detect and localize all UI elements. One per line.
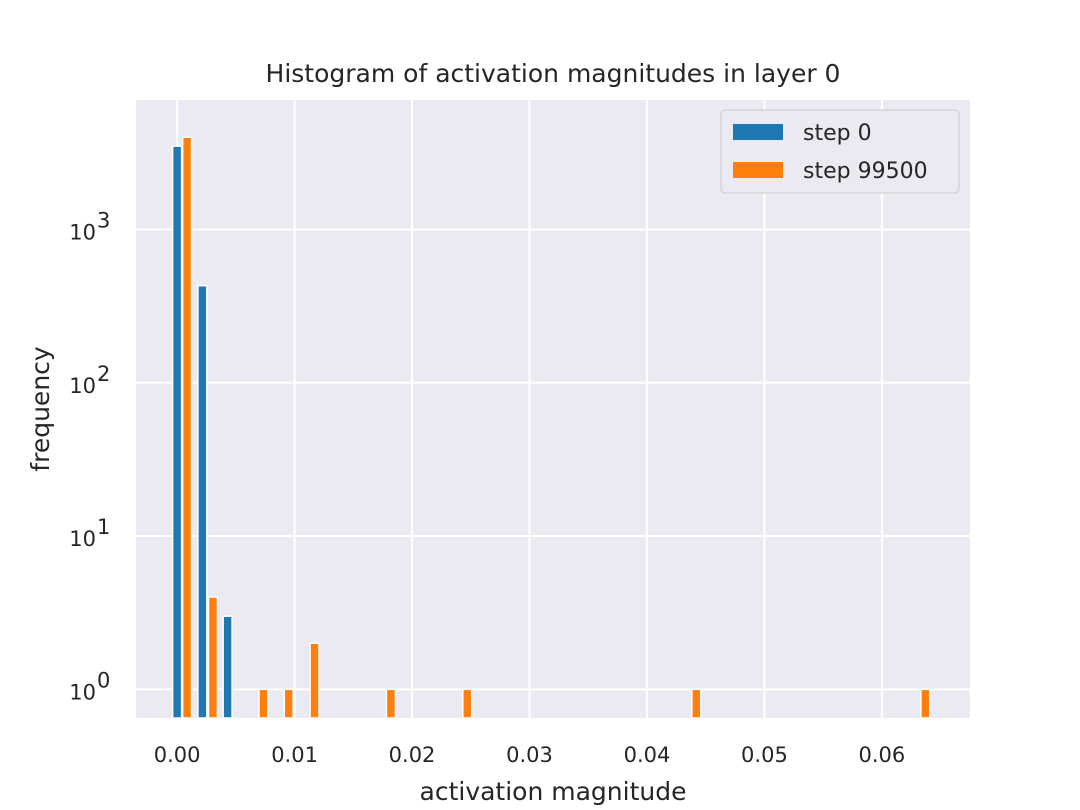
x-axis-label: activation magnitude (420, 777, 687, 806)
grid-lines (136, 100, 970, 718)
y-tick-exponent: 1 (97, 515, 110, 539)
bar-series-1-bin-0 (181, 136, 193, 719)
legend-label-step-0: step 0 (803, 121, 872, 146)
x-tick-label: 0.03 (506, 743, 553, 767)
x-tick-label: 0.00 (154, 743, 201, 767)
x-tick-label: 0.04 (624, 743, 671, 767)
bar-series-1-bin-4 (309, 642, 320, 719)
bar-series-1-bin-1 (207, 596, 219, 719)
x-tick-label: 0.05 (741, 743, 788, 767)
bar-series-1-bin-3 (283, 688, 294, 719)
y-tick-base: 10 (69, 221, 96, 245)
legend-swatch-step-99500 (733, 162, 783, 178)
bar-series-1-bin-8 (920, 688, 931, 719)
bar-series-1-bin-2 (258, 688, 269, 719)
x-tick-label: 0.02 (389, 743, 436, 767)
legend: step 0 step 99500 (720, 109, 960, 194)
x-axis-ticks: 0.00 0.01 0.02 0.03 0.04 0.05 0.06 (154, 743, 906, 767)
y-tick-exponent: 0 (97, 668, 110, 692)
y-tick-exponent: 3 (97, 209, 110, 233)
y-tick-exponent: 2 (97, 362, 110, 386)
bar-series-0-bin-0 (171, 145, 183, 719)
bar-series-0-bin-2 (222, 615, 233, 719)
y-tick-label: 10 1 (69, 515, 110, 551)
y-tick-label: 10 0 (69, 668, 110, 704)
legend-swatch-step-0 (733, 124, 783, 140)
chart-title: Histogram of activation magnitudes in la… (266, 59, 841, 88)
plot-background (136, 100, 970, 718)
bars (171, 136, 931, 719)
y-tick-base: 10 (69, 374, 96, 398)
x-tick-label: 0.06 (859, 743, 906, 767)
bar-series-0-bin-1 (197, 284, 208, 719)
y-axis-label: frequency (26, 346, 55, 472)
y-tick-label: 10 3 (69, 209, 110, 245)
x-tick-label: 0.01 (271, 743, 318, 767)
bar-series-1-bin-6 (462, 688, 473, 719)
bar-series-1-bin-7 (691, 688, 702, 719)
bar-series-1-bin-5 (385, 688, 397, 719)
y-tick-base: 10 (69, 527, 96, 551)
y-tick-base: 10 (69, 680, 96, 704)
legend-label-step-99500: step 99500 (803, 159, 928, 184)
y-tick-label: 10 2 (69, 362, 110, 398)
